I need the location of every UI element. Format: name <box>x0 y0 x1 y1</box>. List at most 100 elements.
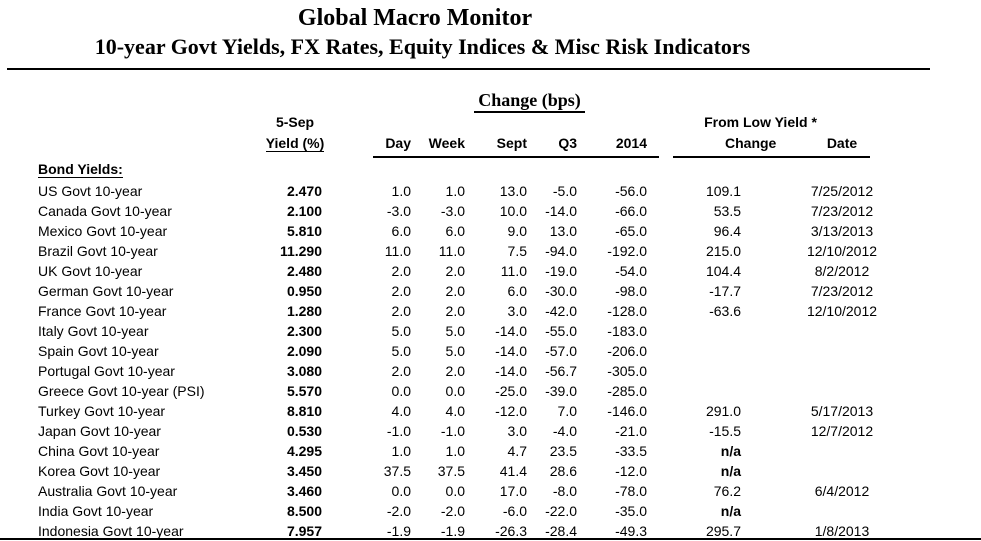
cell-from-low-change <box>647 381 742 401</box>
cell-q3-change: -56.7 <box>545 363 577 379</box>
cell-sept-change: 4.7 <box>507 443 527 459</box>
table-row: China Govt 10-year 4.295 1.0 1.0 4.7 23.… <box>38 441 981 461</box>
table-row: France Govt 10-year 1.280 2.0 2.0 3.0 -4… <box>38 301 981 321</box>
cell-yield: 2.090 <box>286 343 322 359</box>
cell-week-change: -1.9 <box>440 523 465 539</box>
table-row: Portugal Govt 10-year 3.080 2.0 2.0 -14.… <box>38 361 981 381</box>
cell-day-change: 2.0 <box>391 263 411 279</box>
cell-country-label: Greece Govt 10-year (PSI) <box>38 383 205 399</box>
cell-from-low-date: 8/2/2012 <box>814 263 870 279</box>
cell-week-change: 11.0 <box>438 243 465 259</box>
cell-day-change: 5.0 <box>391 343 411 359</box>
cell-from-low-date: 7/23/2012 <box>810 283 874 299</box>
table-header-row-1: 5-Sep From Low Yield * <box>38 112 942 132</box>
cell-from-low-change <box>647 321 742 341</box>
cell-yield: 7.957 <box>286 523 322 539</box>
cell-from-low-date: 7/25/2012 <box>810 183 874 199</box>
cell-country-label: India Govt 10-year <box>38 503 154 519</box>
cell-day-change: -2.0 <box>386 503 411 519</box>
cell-from-low-date: 12/10/2012 <box>806 243 878 259</box>
cell-day-change: 2.0 <box>391 363 411 379</box>
bond-yields-section-label: Bond Yields: <box>38 161 123 178</box>
cell-country-label: German Govt 10-year <box>38 283 174 299</box>
cell-country-label: Indonesia Govt 10-year <box>38 523 184 539</box>
table-row: Turkey Govt 10-year 8.810 4.0 4.0 -12.0 … <box>38 401 981 421</box>
bond-yields-table-body: US Govt 10-year 2.470 1.0 1.0 13.0 -5.0 … <box>0 181 981 541</box>
cell-yield: 4.295 <box>286 443 322 459</box>
table-row: UK Govt 10-year 2.480 2.0 2.0 11.0 -19.0… <box>38 261 981 281</box>
cell-week-change: 2.0 <box>445 263 465 279</box>
cell-yield: 2.470 <box>286 183 322 199</box>
week-column-header: Week <box>428 135 465 151</box>
cell-week-change: 6.0 <box>445 223 465 239</box>
cell-from-low-date: 12/10/2012 <box>806 303 878 319</box>
cell-week-change: -3.0 <box>440 203 465 219</box>
cell-from-low-change: 215.0 <box>705 243 741 259</box>
cell-q3-change: 28.6 <box>549 463 577 479</box>
cell-week-change: 37.5 <box>437 463 465 479</box>
cell-yield: 5.570 <box>286 383 322 399</box>
table-row: Indonesia Govt 10-year 7.957 -1.9 -1.9 -… <box>38 521 981 541</box>
cell-from-low-date: 6/4/2012 <box>814 483 870 499</box>
cell-country-label: Turkey Govt 10-year <box>38 403 166 419</box>
table-header-row-2: Yield (%) Day Week Sept Q3 2014 Change D… <box>38 133 942 153</box>
table-row: Korea Govt 10-year 3.450 37.5 37.5 41.4 … <box>38 461 981 481</box>
cell-sept-change: 3.0 <box>507 423 527 439</box>
cell-from-low-change: 53.5 <box>713 203 741 219</box>
cell-yield: 0.530 <box>286 423 322 439</box>
cell-from-low-change: n/a <box>720 463 741 479</box>
change-column-header: Change <box>725 135 777 151</box>
cell-sept-change: 6.0 <box>507 283 527 299</box>
cell-sept-change: -26.3 <box>495 523 527 539</box>
cell-day-change: 0.0 <box>391 383 411 399</box>
table-row: Japan Govt 10-year 0.530 -1.0 -1.0 3.0 -… <box>38 421 981 441</box>
cell-yield: 1.280 <box>286 303 322 319</box>
cell-sept-change: -12.0 <box>495 403 527 419</box>
cell-q3-change: -19.0 <box>545 263 577 279</box>
cell-q3-change: 13.0 <box>549 223 577 239</box>
cell-2014-change: -78.0 <box>615 483 647 499</box>
yield-column-header: Yield (%) <box>265 135 325 152</box>
cell-from-low-date: 1/8/2013 <box>814 523 870 539</box>
header-underline-right <box>673 156 870 158</box>
table-row: US Govt 10-year 2.470 1.0 1.0 13.0 -5.0 … <box>38 181 981 201</box>
cell-yield: 5.810 <box>286 223 322 239</box>
cell-sept-change: 3.0 <box>507 303 527 319</box>
cell-from-low-change: -15.5 <box>709 423 741 439</box>
cell-day-change: 37.5 <box>383 463 411 479</box>
cell-country-label: France Govt 10-year <box>38 303 167 319</box>
cell-from-low-change: 104.4 <box>705 263 741 279</box>
cell-week-change: 2.0 <box>445 363 465 379</box>
table-row: Mexico Govt 10-year 5.810 6.0 6.0 9.0 13… <box>38 221 981 241</box>
cell-yield: 3.460 <box>286 483 322 499</box>
cell-2014-change: -206.0 <box>607 343 647 359</box>
cell-from-low-date: 3/13/2013 <box>810 223 874 239</box>
cell-from-low-change <box>647 361 742 381</box>
change-bps-group-header: Change (bps) <box>386 90 673 113</box>
cell-day-change: 6.0 <box>391 223 411 239</box>
cell-q3-change: -5.0 <box>552 183 577 199</box>
cell-q3-change: -39.0 <box>545 383 577 399</box>
cell-country-label: Italy Govt 10-year <box>38 323 149 339</box>
cell-yield: 11.290 <box>279 243 322 259</box>
table-row: Spain Govt 10-year 2.090 5.0 5.0 -14.0 -… <box>38 341 981 361</box>
cell-q3-change: -8.0 <box>552 483 577 499</box>
cell-q3-change: -4.0 <box>552 423 577 439</box>
cell-q3-change: -94.0 <box>545 243 577 259</box>
cell-yield: 2.100 <box>286 203 322 219</box>
day-column-header: Day <box>385 135 411 151</box>
cell-week-change: 4.0 <box>445 403 465 419</box>
title-divider <box>7 68 930 70</box>
cell-sept-change: 11.0 <box>500 263 527 279</box>
cell-yield: 2.300 <box>286 323 322 339</box>
cell-country-label: Japan Govt 10-year <box>38 423 161 439</box>
cell-sept-change: 10.0 <box>499 203 527 219</box>
sept-column-header: Sept <box>496 135 527 151</box>
cell-country-label: Canada Govt 10-year <box>38 203 172 219</box>
cell-week-change: 2.0 <box>445 303 465 319</box>
cell-2014-change: -33.5 <box>615 443 647 459</box>
cell-yield: 0.950 <box>286 283 322 299</box>
cell-country-label: Portugal Govt 10-year <box>38 363 175 379</box>
cell-2014-change: -35.0 <box>615 503 647 519</box>
